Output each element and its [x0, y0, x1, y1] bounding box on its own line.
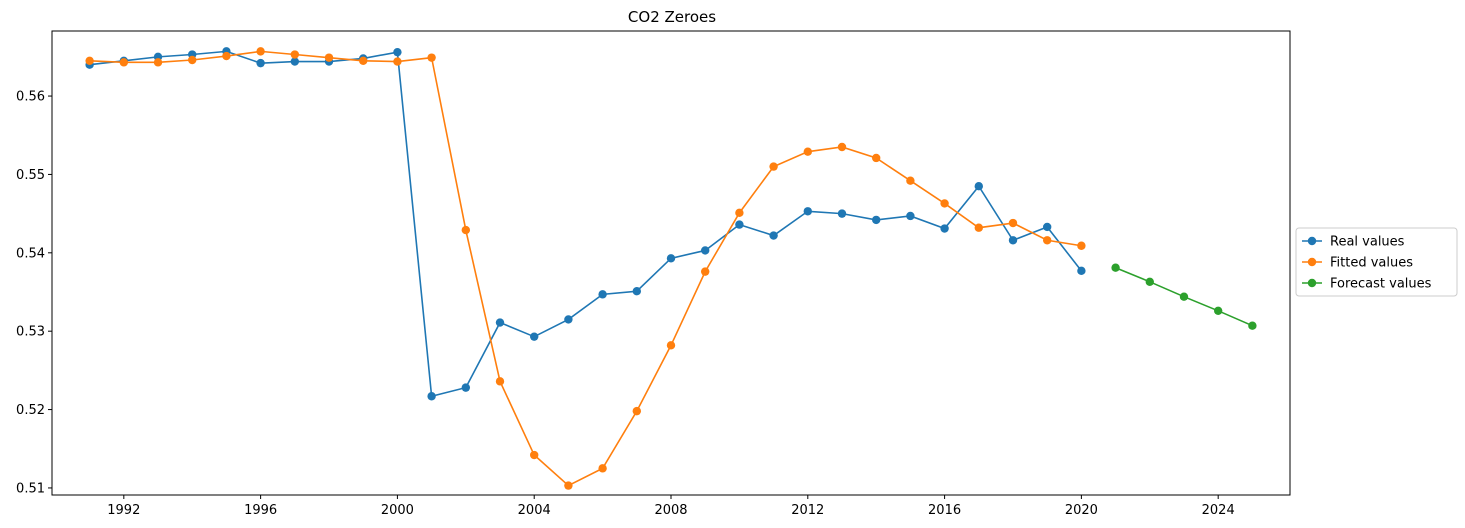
- data-point: [803, 207, 812, 216]
- series-line: [89, 50, 1082, 487]
- x-tick-label: 1996: [244, 503, 277, 518]
- data-point: [393, 47, 402, 57]
- legend-item: Fitted values: [1302, 256, 1413, 271]
- data-point: [666, 254, 676, 263]
- data-point: [324, 53, 334, 62]
- legend-marker: [1307, 278, 1317, 288]
- series-line: [89, 50, 1083, 398]
- data-point: [256, 58, 265, 68]
- data-point: [769, 231, 778, 240]
- data-point: [461, 225, 471, 235]
- data-point: [632, 406, 642, 416]
- data-point: [530, 332, 539, 341]
- x-tick-label: 2008: [654, 503, 687, 518]
- y-tick-label: 0.52: [16, 403, 45, 418]
- data-point: [803, 147, 812, 156]
- data-point: [290, 57, 300, 66]
- y-tick-label: 0.54: [16, 246, 45, 261]
- plot-area: [51, 30, 1291, 496]
- data-point: [1179, 292, 1189, 301]
- data-point: [1077, 266, 1086, 276]
- data-point: [564, 315, 573, 324]
- y-tick-label: 0.56: [16, 90, 45, 105]
- legend: Real values Fitted values Forecast values: [1295, 227, 1458, 297]
- data-point: [1042, 222, 1052, 232]
- x-tick-label: 2020: [1065, 503, 1098, 518]
- data-point: [1213, 306, 1223, 316]
- series-forecast-values: [1111, 263, 1257, 330]
- x-tick-label: 2004: [518, 503, 551, 518]
- plot-frame: [51, 30, 1291, 496]
- y-tick-label: 0.55: [16, 168, 45, 183]
- data-point: [119, 58, 129, 67]
- legend-box: [1295, 227, 1458, 297]
- data-point: [1008, 218, 1018, 228]
- data-point: [871, 153, 881, 163]
- data-point: [700, 246, 710, 255]
- data-point: [837, 142, 847, 152]
- data-point: [256, 47, 265, 56]
- data-point: [153, 58, 163, 67]
- data-point: [735, 220, 744, 229]
- legend-label: Fitted values: [1330, 256, 1413, 271]
- data-point: [359, 56, 368, 65]
- data-point: [598, 464, 607, 473]
- data-point: [700, 267, 710, 276]
- data-point: [735, 208, 744, 218]
- data-point: [461, 383, 471, 392]
- data-point: [871, 215, 881, 225]
- x-tick-label: 1992: [107, 503, 140, 518]
- data-point: [564, 481, 573, 490]
- x-axis: 1992 1996 2000 2004 2008 2012 2016 2020 2024: [107, 495, 1235, 518]
- y-tick-label: 0.53: [16, 325, 45, 340]
- data-point: [222, 51, 231, 61]
- x-tick-label: 2024: [1202, 503, 1235, 518]
- legend-label: Real values: [1330, 235, 1405, 250]
- data-point: [290, 50, 300, 59]
- data-point: [1008, 236, 1018, 245]
- data-point: [632, 287, 642, 296]
- data-point: [427, 392, 436, 401]
- legend-marker: [1307, 257, 1317, 267]
- legend-label: Forecast values: [1330, 277, 1432, 292]
- data-point: [393, 57, 402, 66]
- data-point: [974, 223, 983, 232]
- data-point: [1077, 241, 1086, 250]
- data-point: [1111, 263, 1120, 272]
- data-point: [974, 181, 983, 191]
- data-point: [906, 176, 915, 185]
- data-point: [495, 377, 505, 386]
- data-point: [530, 450, 539, 460]
- series-real-values: [85, 47, 1086, 401]
- data-point: [940, 199, 949, 208]
- data-point: [427, 53, 436, 62]
- y-tick-label: 0.51: [16, 481, 45, 496]
- data-point: [1042, 236, 1052, 245]
- data-point: [906, 211, 915, 221]
- series-fitted-values: [85, 47, 1086, 490]
- data-point: [598, 290, 607, 299]
- data-point: [940, 224, 949, 233]
- data-point: [837, 209, 847, 218]
- data-point: [1145, 277, 1154, 287]
- legend-item: Real values: [1302, 235, 1405, 250]
- data-point: [666, 341, 676, 350]
- x-tick-label: 2012: [791, 503, 824, 518]
- data-point: [1248, 321, 1257, 330]
- data-point: [188, 55, 197, 65]
- data-point: [769, 162, 778, 171]
- x-tick-label: 2016: [928, 503, 961, 518]
- chart-title: CO2 Zeroes: [628, 8, 716, 26]
- series-layer: [85, 47, 1257, 490]
- data-point: [85, 56, 94, 65]
- data-point: [495, 318, 505, 327]
- legend-item: Forecast values: [1302, 277, 1432, 292]
- y-axis: 0.51 0.52 0.53 0.54 0.55 0.56: [16, 90, 52, 496]
- legend-marker: [1307, 236, 1317, 246]
- x-tick-label: 2000: [381, 503, 414, 518]
